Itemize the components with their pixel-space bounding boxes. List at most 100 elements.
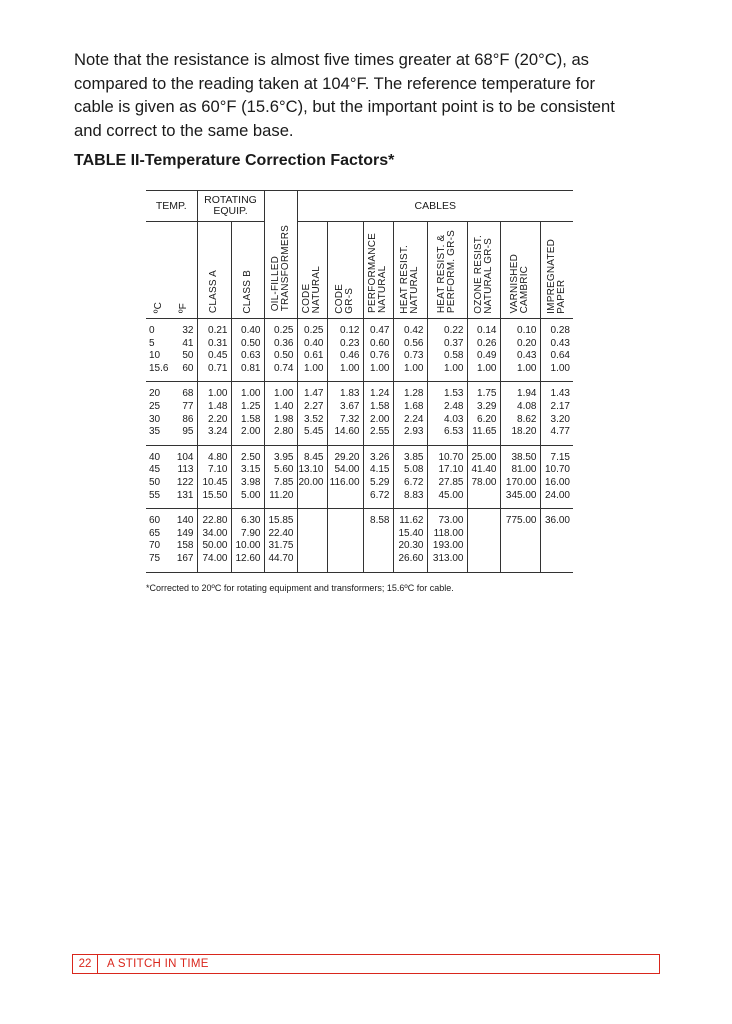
table-cell: 0.25 xyxy=(264,318,298,338)
table-cell: 6.72 xyxy=(393,476,428,490)
table-cell: 0.40 xyxy=(231,318,265,338)
table-row: 60 140 22.80 6.30 15.85 8.58 11.62 73.00 775.00 3… xyxy=(146,508,573,528)
table-cell: 1.68 xyxy=(393,400,428,414)
table-cell: 1.00 xyxy=(393,362,428,382)
table-cell xyxy=(327,527,364,541)
table-cell: 1.43 xyxy=(550,388,570,400)
table-cell: 0.36 xyxy=(264,337,298,351)
table-cell: 1.00 xyxy=(264,381,298,401)
table-cell: 35 xyxy=(149,426,161,438)
table-cell: 10.70 xyxy=(544,464,570,476)
table-cell: 12.60 xyxy=(231,552,265,572)
table-cell: 0.28 xyxy=(550,325,570,336)
table-cell: 4.80 xyxy=(197,445,232,465)
cables-group-header: CABLES xyxy=(297,190,573,222)
table-cell: 40 xyxy=(149,451,161,463)
table-cell: 8.83 xyxy=(393,489,428,509)
table-cell xyxy=(467,489,501,509)
table-cell: 3.98 xyxy=(231,476,265,490)
table-cell xyxy=(500,552,541,572)
table-cell: 20.30 xyxy=(393,540,428,553)
table-row: 35 95 3.24 2.00 2.80 5.45 14.60 2.55 2.93 6.53 11.… xyxy=(146,426,573,446)
table-cell: 2.80 xyxy=(264,426,298,446)
column-header: HEAT RESIST. & PERFORM. GR-S xyxy=(427,221,468,319)
table-cell: 45 xyxy=(149,464,161,476)
table-cell xyxy=(363,540,394,553)
table-cell: 18.20 xyxy=(500,426,541,446)
table-cell: 86 xyxy=(172,413,198,427)
paragraph-line: cable is given as 60°F (15.6°C), but the… xyxy=(74,97,615,116)
column-header: VARNISHED CAMBRIC xyxy=(500,221,541,319)
table-cell: 41 xyxy=(172,337,198,351)
table-cell: 0.42 xyxy=(393,318,428,338)
table-cell: 0.25 xyxy=(297,318,328,338)
table-cell: 140 xyxy=(172,508,198,528)
table-cell: 2.17 xyxy=(550,400,570,412)
table-cell: 1.47 xyxy=(297,381,328,401)
table-cell: 10 xyxy=(149,350,161,362)
table-cell: 0.45 xyxy=(197,350,232,363)
column-header: CLASS B xyxy=(231,221,265,319)
table-cell: 2.55 xyxy=(363,426,394,446)
table-cell: 0.22 xyxy=(427,318,468,338)
table-cell: 1.00 xyxy=(231,381,265,401)
temp-group-header: TEMP. xyxy=(146,190,198,222)
table-cell: 20.00 xyxy=(297,476,328,490)
table-cell: 77 xyxy=(172,400,198,414)
table-cell: 5.29 xyxy=(363,476,394,490)
table-cell: 11.65 xyxy=(467,426,501,446)
table-cell: 1.53 xyxy=(427,381,468,401)
table-row: 65 149 34.00 7.90 22.40 15.40 118.00 xyxy=(146,527,573,541)
table-cell: 5.00 xyxy=(231,489,265,509)
table-cell: 0.74 xyxy=(264,362,298,382)
table-cell xyxy=(327,540,364,553)
table-cell: 70 xyxy=(149,540,161,552)
table-cell xyxy=(540,553,573,572)
table-cell: 193.00 xyxy=(427,540,468,553)
table-cell: 0.61 xyxy=(297,350,328,363)
body-paragraph: Note that the resistance is almost five … xyxy=(74,48,664,142)
column-header: CODE NATURAL xyxy=(297,221,328,319)
table-cell: 38.50 xyxy=(500,445,541,465)
table-cell xyxy=(297,527,328,541)
table-cell xyxy=(327,489,364,509)
table-cell xyxy=(297,540,328,553)
table-cell: 1.58 xyxy=(363,400,394,414)
table-cell: 17.10 xyxy=(427,464,468,477)
table-cell: 1.58 xyxy=(231,413,265,427)
table-cell: 5.60 xyxy=(264,464,298,477)
table-cell xyxy=(327,552,364,572)
table-cell: 73.00 xyxy=(427,508,468,528)
table-cell xyxy=(467,508,501,528)
table-cell xyxy=(540,540,573,553)
table-cell: 60 xyxy=(172,362,198,382)
table-cell: 2.93 xyxy=(393,426,428,446)
table-cell xyxy=(467,552,501,572)
table-cell: 1.00 xyxy=(550,362,570,374)
table-cell: 118.00 xyxy=(427,527,468,541)
table-row: 75 167 74.00 12.60 44.70 26.60 313.00 xyxy=(146,552,573,572)
table-cell xyxy=(297,508,328,528)
table-cell: 3.26 xyxy=(363,445,394,465)
table-cell xyxy=(363,527,394,541)
table-cell xyxy=(500,540,541,553)
table-cell: 3.20 xyxy=(550,413,570,425)
table-cell: 1.00 xyxy=(363,362,394,382)
table-footnote: *Corrected to 20ºC for rotating equipmen… xyxy=(146,583,454,593)
table-row: 40 104 4.80 2.50 3.95 8.45 29.20 3.26 3.85 10.70 2… xyxy=(146,445,573,465)
table-cell: 0.31 xyxy=(197,337,232,351)
table-cell: 74.00 xyxy=(197,552,232,572)
column-header: CLASS A xyxy=(197,221,232,319)
table-cell: 8.45 xyxy=(297,445,328,465)
page-footer: 22 A STITCH IN TIME xyxy=(72,954,660,974)
table-cell: 2.20 xyxy=(197,413,232,427)
paragraph-line: Note that the resistance is almost five … xyxy=(74,50,589,69)
table-cell: 0.47 xyxy=(363,318,394,338)
table-cell: 4.15 xyxy=(363,464,394,477)
table-cell: 10.45 xyxy=(197,476,232,490)
table-cell: 104 xyxy=(172,445,198,465)
table-cell: 44.70 xyxy=(264,552,298,572)
table-cell: 0.50 xyxy=(264,350,298,363)
table-cell: 14.60 xyxy=(327,426,364,446)
temperature-correction-table: TEMP. ROTATING EQUIP. OIL-FILLED TRANSFO… xyxy=(146,190,573,573)
